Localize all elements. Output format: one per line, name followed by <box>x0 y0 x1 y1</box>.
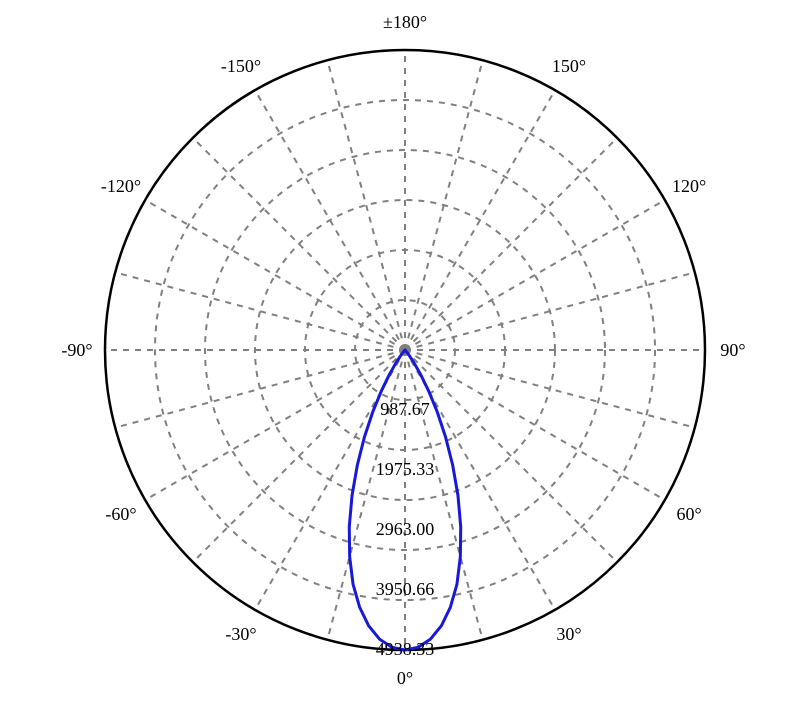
radial-label: 4938.33 <box>376 639 435 659</box>
angle-label: -90° <box>61 340 92 360</box>
angle-label: 0° <box>397 668 413 688</box>
radial-label: 1975.33 <box>376 459 435 479</box>
angle-label: 150° <box>552 56 586 76</box>
angle-label: 30° <box>556 624 581 644</box>
radial-label: 3950.66 <box>376 579 435 599</box>
angle-label: -150° <box>221 56 261 76</box>
angle-label: -120° <box>101 176 141 196</box>
polar-chart: ±180° -150° 150° -120° 120° -90° 90° -60° 60° -30… <box>0 0 811 701</box>
angle-label: ±180° <box>383 12 427 32</box>
radial-label: 987.67 <box>380 399 430 419</box>
angle-label: -30° <box>225 624 256 644</box>
angle-label: 120° <box>672 176 706 196</box>
angle-label: 90° <box>720 340 745 360</box>
radial-label: 2963.00 <box>376 519 435 539</box>
angle-label: 60° <box>676 504 701 524</box>
angle-label: -60° <box>105 504 136 524</box>
